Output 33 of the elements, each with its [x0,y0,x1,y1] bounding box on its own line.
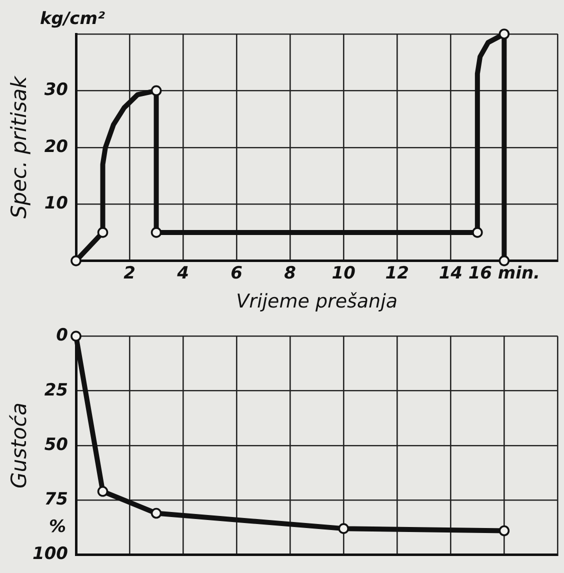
x-tick-label: 8 [284,263,296,284]
text: kg/cm² [40,8,106,29]
y-tick-label: 30 [44,80,68,100]
point [97,486,108,497]
y-tick-label: 25 [44,380,68,400]
x-axis-title: Vrijeme prešanja [236,290,398,313]
y-tick-label: 0 [56,326,68,346]
point [150,508,162,519]
point [498,28,510,40]
x-tick-label: 2 [124,263,136,284]
x-tick-label: 6 [230,263,243,284]
point [97,227,108,238]
point [150,85,162,96]
y-tick-label: 75 [44,490,68,510]
x-tick-label: 16 min. [468,263,540,284]
point [498,525,510,536]
x-tick-label: 12 [385,263,409,284]
y-tick-label: 20 [44,136,68,157]
point [472,227,483,238]
point [498,255,510,266]
point [338,523,350,534]
y-tick-label: 10 [44,194,68,214]
y-axis-title: Spec. pritisak [7,75,32,219]
point [150,227,162,238]
x-tick-label: 14 [438,263,462,284]
y-tick-label: 100 [32,544,68,564]
text: % [48,516,66,537]
x-tick-label: 10 [332,263,356,284]
y-axis-title: Gustoća [7,402,32,489]
point [70,330,82,342]
point [70,255,82,266]
y-tick-label: 50 [44,434,68,455]
x-tick-label: 4 [176,263,189,284]
